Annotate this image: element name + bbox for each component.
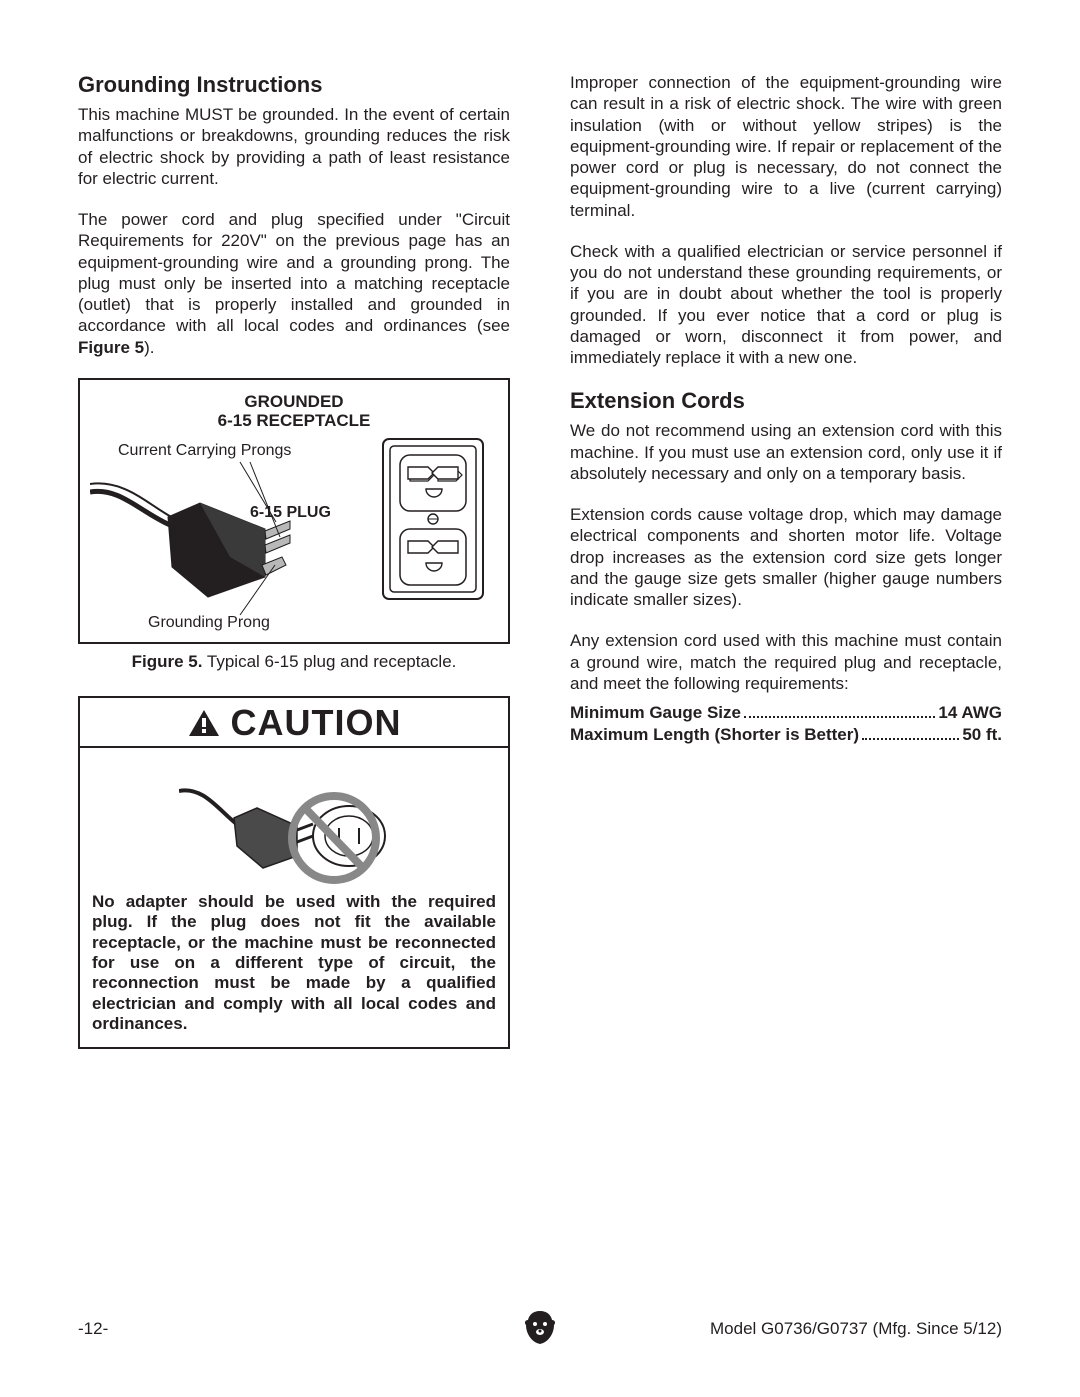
spec-dots <box>744 716 935 718</box>
figure-5-title: GROUNDED 6-15 RECEPTACLE <box>90 392 498 431</box>
label-current-carrying-prongs: Current Carrying Prongs <box>118 441 291 460</box>
page-number: -12- <box>78 1319 108 1339</box>
caution-box: CAUTION <box>78 696 510 1049</box>
spec-max-length-value: 50 ft. <box>962 724 1002 746</box>
spec-max-length: Maximum Length (Shorter is Better) 50 ft… <box>570 724 1002 746</box>
spec-min-gauge: Minimum Gauge Size 14 AWG <box>570 702 1002 724</box>
page-content: Grounding Instructions This machine MUST… <box>78 72 1002 1049</box>
extension-cords-heading: Extension Cords <box>570 388 1002 414</box>
bear-logo-icon <box>523 1309 557 1345</box>
figure-5-diagram: Current Carrying Prongs 6-15 PLUG Ground… <box>90 437 498 632</box>
spec-max-length-label: Maximum Length (Shorter is Better) <box>570 724 859 746</box>
plug-receptacle-diagram <box>90 437 490 632</box>
grounding-p2: The power cord and plug specified under … <box>78 209 510 358</box>
right-p5: Any extension cord used with this machin… <box>570 630 1002 694</box>
spec-min-gauge-label: Minimum Gauge Size <box>570 702 741 724</box>
right-column: Improper connection of the equipment-gro… <box>570 72 1002 1049</box>
grounding-p2-a: The power cord and plug specified under … <box>78 210 510 335</box>
figure-5-caption: Figure 5. Typical 6-15 plug and receptac… <box>78 652 510 672</box>
right-p1: Improper connection of the equipment-gro… <box>570 72 1002 221</box>
grounding-heading: Grounding Instructions <box>78 72 510 98</box>
caution-text: No adapter should be used with the requi… <box>92 892 496 1035</box>
label-grounding-prong: Grounding Prong <box>148 613 270 632</box>
warning-triangle-icon <box>187 708 221 738</box>
spec-dots <box>862 738 959 740</box>
footer-logo <box>523 1309 557 1350</box>
model-info: Model G0736/G0737 (Mfg. Since 5/12) <box>710 1319 1002 1339</box>
figure-5-box: GROUNDED 6-15 RECEPTACLE <box>78 378 510 644</box>
spec-min-gauge-value: 14 AWG <box>938 702 1002 724</box>
caution-body: No adapter should be used with the requi… <box>80 748 508 1047</box>
grounding-p1: This machine MUST be grounded. In the ev… <box>78 104 510 189</box>
page-footer: -12- Model G0736/G0737 (Mfg. Since 5/12) <box>78 1319 1002 1339</box>
caution-header: CAUTION <box>80 698 508 748</box>
left-column: Grounding Instructions This machine MUST… <box>78 72 510 1049</box>
no-adapter-diagram <box>179 756 409 886</box>
grounding-p2-c: ). <box>144 338 154 357</box>
right-p4: Extension cords cause voltage drop, whic… <box>570 504 1002 610</box>
caution-header-text: CAUTION <box>231 702 402 744</box>
grounding-p2-figref: Figure 5 <box>78 338 144 357</box>
label-6-15-plug: 6-15 PLUG <box>250 503 331 522</box>
right-p3: We do not recommend using an extension c… <box>570 420 1002 484</box>
right-p2: Check with a qualified electrician or se… <box>570 241 1002 369</box>
